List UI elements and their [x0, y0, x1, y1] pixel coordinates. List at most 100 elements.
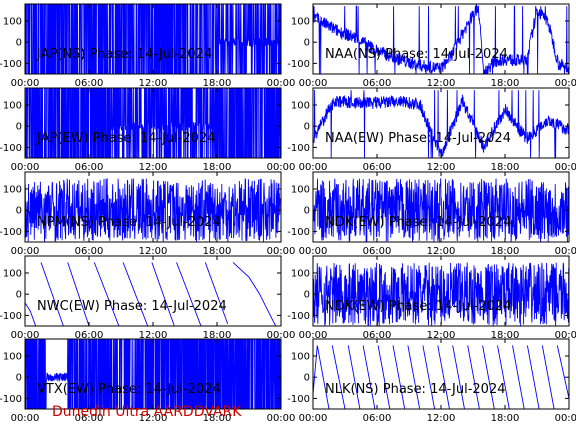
panel-9: 100 0 -100 00:00 06:00 12:00 18:00 00:00 NLK(NS)…: [287, 338, 576, 424]
y-tick-label: 0: [16, 373, 22, 384]
series-line: [25, 178, 281, 242]
panel-1: 100 0 -100 00:00 06:00 12:00 18:00 00:00 NAA(NS)…: [287, 3, 576, 89]
x-tick-label: 06:00: [75, 78, 104, 89]
x-tick-label: 06:00: [75, 246, 104, 257]
series-line: [313, 90, 569, 158]
x-tick-label: 00:00: [555, 78, 576, 89]
y-tick-label: 0: [304, 290, 310, 301]
y-tick-label: -100: [287, 143, 310, 154]
x-tick-label: 00:00: [11, 162, 40, 173]
panel-title: VTX(EW) Phase: 14-Jul-2024: [37, 382, 221, 397]
x-tick-label: 00:00: [267, 330, 296, 341]
y-tick-label: 0: [304, 206, 310, 217]
y-tick-label: -100: [0, 311, 22, 322]
panel-title: NPM(NS) Phase: 14-Jul-2024: [37, 215, 221, 230]
x-tick-label: 18:00: [203, 246, 232, 257]
panel-title: NLK(NS) Phase: 14-Jul-2024: [325, 382, 506, 397]
y-tick-label: 0: [304, 373, 310, 384]
y-tick-label: 100: [291, 351, 310, 362]
series-line: [313, 345, 569, 409]
x-tick-label: 00:00: [555, 413, 576, 424]
y-tick-label: 100: [291, 100, 310, 111]
y-tick-label: -100: [0, 394, 22, 405]
x-tick-label: 18:00: [491, 78, 520, 89]
series-line: [313, 178, 569, 242]
series-line: [313, 262, 569, 326]
x-tick-label: 12:00: [427, 330, 456, 341]
panel-2: 100 0 -100 00:00 06:00 12:00 18:00 00:00 JAP(EW)…: [0, 87, 296, 173]
x-tick-label: 00:00: [555, 330, 576, 341]
y-tick-label: 100: [291, 184, 310, 195]
panel-6: 100 0 -100 00:00 06:00 12:00 18:00 00:00 NWC(EW)…: [0, 255, 296, 341]
panel-8: 100 0 -100 00:00 06:00 12:00 18:00 00:00 VTX(EW)…: [0, 338, 296, 424]
y-tick-label: -100: [0, 59, 22, 70]
x-tick-label: 06:00: [363, 162, 392, 173]
x-tick-label: 12:00: [139, 246, 168, 257]
x-tick-label: 12:00: [427, 78, 456, 89]
y-tick-label: 100: [3, 100, 22, 111]
x-tick-label: 00:00: [299, 162, 328, 173]
x-tick-label: 12:00: [139, 413, 168, 424]
x-tick-label: 00:00: [267, 413, 296, 424]
y-tick-label: -100: [287, 311, 310, 322]
y-tick-label: 100: [3, 268, 22, 279]
panel-title: NWC(EW) Phase: 14-Jul-2024: [37, 299, 227, 314]
y-tick-label: 100: [3, 184, 22, 195]
panel-3: 100 0 -100 00:00 06:00 12:00 18:00 00:00 NAA(EW)…: [287, 87, 576, 173]
x-tick-label: 06:00: [363, 78, 392, 89]
credit-label: Dunedin Ultra AARDDVARK: [52, 404, 242, 420]
x-tick-label: 00:00: [11, 78, 40, 89]
y-tick-label: 100: [291, 16, 310, 27]
y-tick-label: -100: [287, 227, 310, 238]
y-tick-label: -100: [287, 394, 310, 405]
y-tick-label: 100: [3, 16, 22, 27]
plot-frame: [312, 338, 570, 410]
series-line: [313, 4, 569, 74]
x-tick-label: 18:00: [491, 246, 520, 257]
x-tick-label: 12:00: [139, 162, 168, 173]
y-tick-label: -100: [0, 227, 22, 238]
panel-title: NAA(EW) Phase: 14-Jul-2024: [325, 131, 511, 146]
x-tick-label: 00:00: [267, 78, 296, 89]
x-tick-label: 00:00: [299, 246, 328, 257]
y-tick-label: 100: [291, 268, 310, 279]
y-tick-label: -100: [0, 143, 22, 154]
x-tick-label: 06:00: [363, 330, 392, 341]
panel-7: 100 0 -100 00:00 06:00 12:00 18:00 00:00 NDK(EW)…: [287, 255, 576, 341]
x-tick-label: 12:00: [139, 78, 168, 89]
series-line: [25, 262, 277, 326]
y-tick-label: 100: [3, 351, 22, 362]
x-tick-label: 00:00: [11, 246, 40, 257]
x-tick-label: 18:00: [491, 330, 520, 341]
y-tick-label: -100: [287, 59, 310, 70]
y-tick-label: 0: [304, 122, 310, 133]
x-tick-label: 00:00: [11, 330, 40, 341]
x-tick-label: 18:00: [203, 162, 232, 173]
panel-title: NAA(NS) Phase: 14-Jul-2024: [325, 47, 508, 62]
panel-4: 100 0 -100 00:00 06:00 12:00 18:00 00:00 NPM(NS)…: [0, 171, 295, 257]
x-tick-label: 00:00: [267, 162, 296, 173]
x-tick-label: 06:00: [75, 162, 104, 173]
series-line: [25, 4, 281, 74]
x-tick-label: 00:00: [299, 78, 328, 89]
x-tick-label: 06:00: [75, 330, 104, 341]
panel-5: 100 0 -100 00:00 06:00 12:00 18:00 00:00 NDK(EW)…: [287, 171, 576, 257]
x-tick-label: 18:00: [203, 413, 232, 424]
x-tick-label: 18:00: [203, 330, 232, 341]
y-tick-label: 0: [16, 38, 22, 49]
x-tick-label: 00:00: [555, 162, 576, 173]
panel-title: JAP(EW) Phase: 14-Jul-2024: [36, 131, 215, 146]
panel-title: NDK(EW) Phase: 14-Jul-2024: [325, 299, 511, 314]
y-tick-label: 0: [16, 290, 22, 301]
x-tick-label: 00:00: [299, 413, 328, 424]
x-tick-label: 00:00: [555, 246, 576, 257]
x-tick-label: 06:00: [363, 413, 392, 424]
y-tick-label: 0: [16, 122, 22, 133]
y-tick-label: 0: [304, 38, 310, 49]
x-tick-label: 00:00: [11, 413, 40, 424]
x-tick-label: 06:00: [363, 246, 392, 257]
x-tick-label: 18:00: [491, 162, 520, 173]
x-tick-label: 12:00: [427, 246, 456, 257]
panel-0: 100 0 -100 00:00 06:00 12:00 18:00 00:00 JAP(NS)…: [0, 3, 296, 89]
